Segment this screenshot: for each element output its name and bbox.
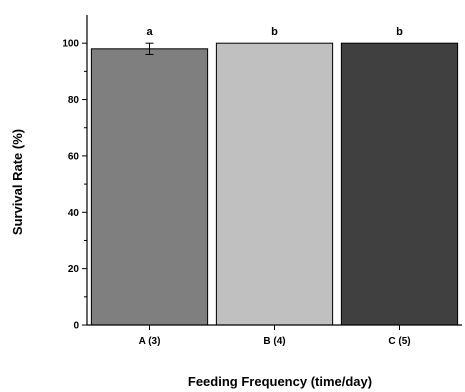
y-tick-label-80: 80 — [68, 95, 80, 106]
bar-3 — [340, 42, 459, 326]
error-bars-layer — [145, 42, 154, 55]
y-tick-label-60: 60 — [68, 151, 80, 162]
x-tick-label-2: B (4) — [263, 336, 285, 347]
y-tick-label-100: 100 — [62, 39, 79, 50]
x-axis-title: Feeding Frequency (time/day) — [188, 374, 372, 389]
bars-layer — [90, 42, 459, 326]
bar-1 — [90, 48, 209, 326]
significance-label-1: a — [146, 26, 153, 38]
significance-label-3: b — [396, 26, 403, 38]
y-ticks-layer: 0 20 40 60 80 100 — [62, 39, 87, 332]
y-tick-label-0: 0 — [73, 321, 79, 332]
y-tick-label-20: 20 — [68, 264, 80, 275]
x-tick-label-1: A (3) — [139, 336, 161, 347]
x-tick-label-3: C (5) — [388, 336, 410, 347]
significance-label-2: b — [271, 26, 278, 38]
bar-2 — [215, 42, 334, 326]
x-ticks-layer: A (3) B (4) C (5) — [139, 325, 411, 347]
y-tick-label-40: 40 — [68, 208, 80, 219]
y-axis-title: Survival Rate (%) — [10, 129, 25, 235]
